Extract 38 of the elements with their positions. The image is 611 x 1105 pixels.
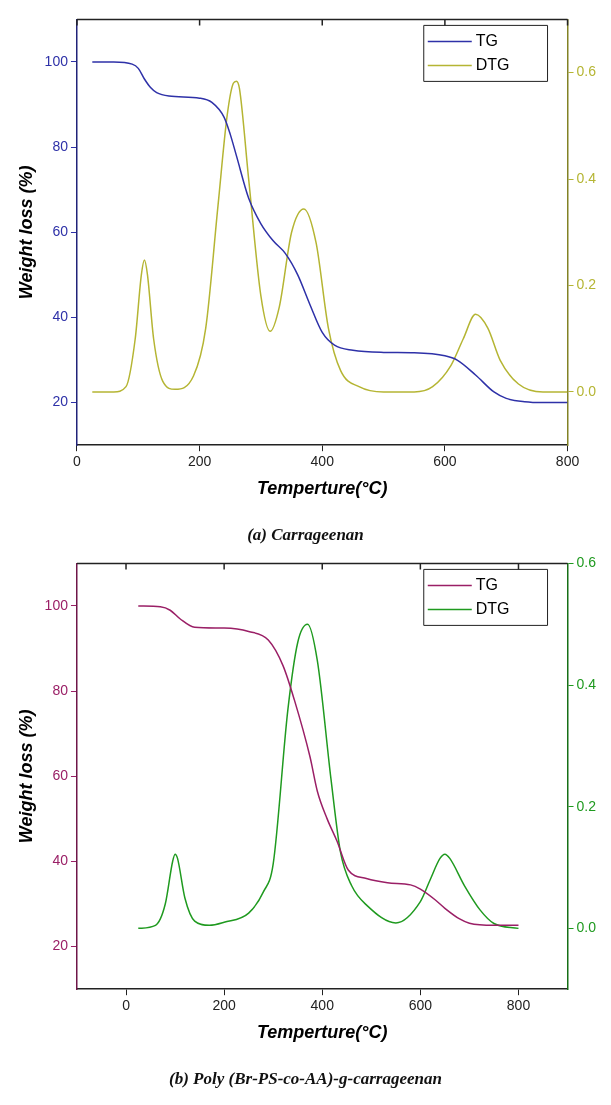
x-tick-label: 600 <box>433 453 457 470</box>
legend-label: DTG <box>475 55 510 73</box>
y-tick-label: 100 <box>44 596 69 613</box>
x-axis-title: Temperture(°C) <box>256 477 388 498</box>
y-tick-label: 100 <box>44 52 69 69</box>
y2-tick-label: 0.0 <box>576 919 597 936</box>
y-tick-label: 20 <box>52 937 69 954</box>
text: (a) Carrageenan <box>247 525 364 545</box>
x-tick-label: 0 <box>122 997 131 1014</box>
y-tick-label: 20 <box>52 393 69 410</box>
x-tick-label: 0 <box>73 453 82 470</box>
y2-tick-label: 0.2 <box>576 276 597 293</box>
x-tick-label: 400 <box>310 997 335 1014</box>
x-tick-label: 400 <box>310 453 335 470</box>
legend-label: DTG <box>475 599 510 617</box>
y-tick-label: 60 <box>52 767 69 784</box>
legend-label: TG <box>475 575 498 593</box>
x-tick-label: 200 <box>187 453 212 470</box>
y-axis-title: Weight loss (%) <box>15 165 36 300</box>
y-tick-label: 80 <box>52 682 69 698</box>
x-tick-label: 600 <box>408 997 433 1014</box>
text: (b) Poly (Br-PS-co-AA)-g-carrageenan <box>169 1069 442 1089</box>
y2-tick-label: 0.6 <box>576 554 597 571</box>
y-tick-label: 80 <box>52 138 69 154</box>
y2-tick-label: 0.4 <box>576 675 597 692</box>
x-tick-label: 200 <box>212 997 237 1014</box>
y2-tick-label: 0.2 <box>576 797 597 814</box>
legend-label: TG <box>475 31 498 49</box>
x-axis-title: Temperture(°C) <box>256 1021 388 1042</box>
y-tick-label: 40 <box>52 852 69 869</box>
y2-tick-label: 0.6 <box>576 63 597 80</box>
y-axis-title: Weight loss (%) <box>15 709 36 844</box>
y-tick-label: 60 <box>52 223 69 240</box>
x-tick-label: 800 <box>555 453 580 470</box>
y2-tick-label: 0.4 <box>576 169 597 186</box>
y2-tick-label: 0.0 <box>576 382 597 399</box>
y-tick-label: 40 <box>52 308 69 325</box>
x-tick-label: 800 <box>506 997 531 1014</box>
